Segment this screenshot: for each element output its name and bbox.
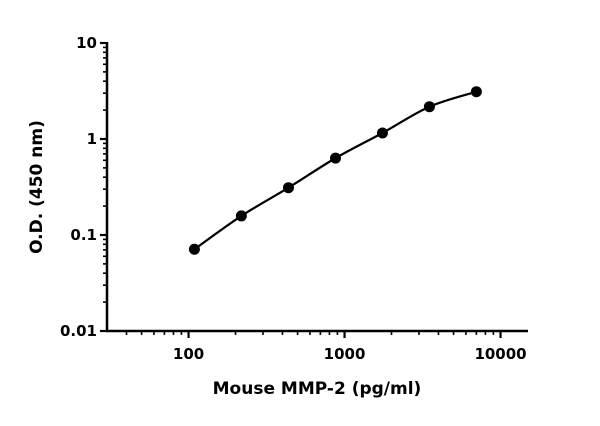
x-tick-label: 10000: [474, 345, 526, 363]
y-tick-label: 0.1: [70, 226, 97, 244]
data-point: [330, 152, 342, 164]
fit-curve: [193, 90, 477, 251]
x-axis-label: Mouse MMP-2 (pg/ml): [213, 379, 422, 399]
x-tick-label: 1000: [324, 345, 366, 363]
data-point: [470, 86, 482, 98]
tick-labels: 0.01 0.1 1 10 100 1000 10000: [60, 34, 527, 363]
y-tick-label: 10: [76, 34, 97, 52]
y-tick-label: 0.01: [60, 322, 97, 340]
x-tick-label: 100: [173, 345, 204, 363]
data-point: [235, 210, 247, 222]
data-point: [188, 243, 200, 255]
y-axis-label: O.D. (450 nm): [27, 120, 47, 254]
data-points: [188, 86, 482, 255]
y-tick-label: 1: [87, 130, 97, 148]
data-point: [282, 182, 294, 194]
data-point: [423, 101, 435, 113]
axes: [100, 41, 528, 338]
data-point: [376, 127, 388, 139]
